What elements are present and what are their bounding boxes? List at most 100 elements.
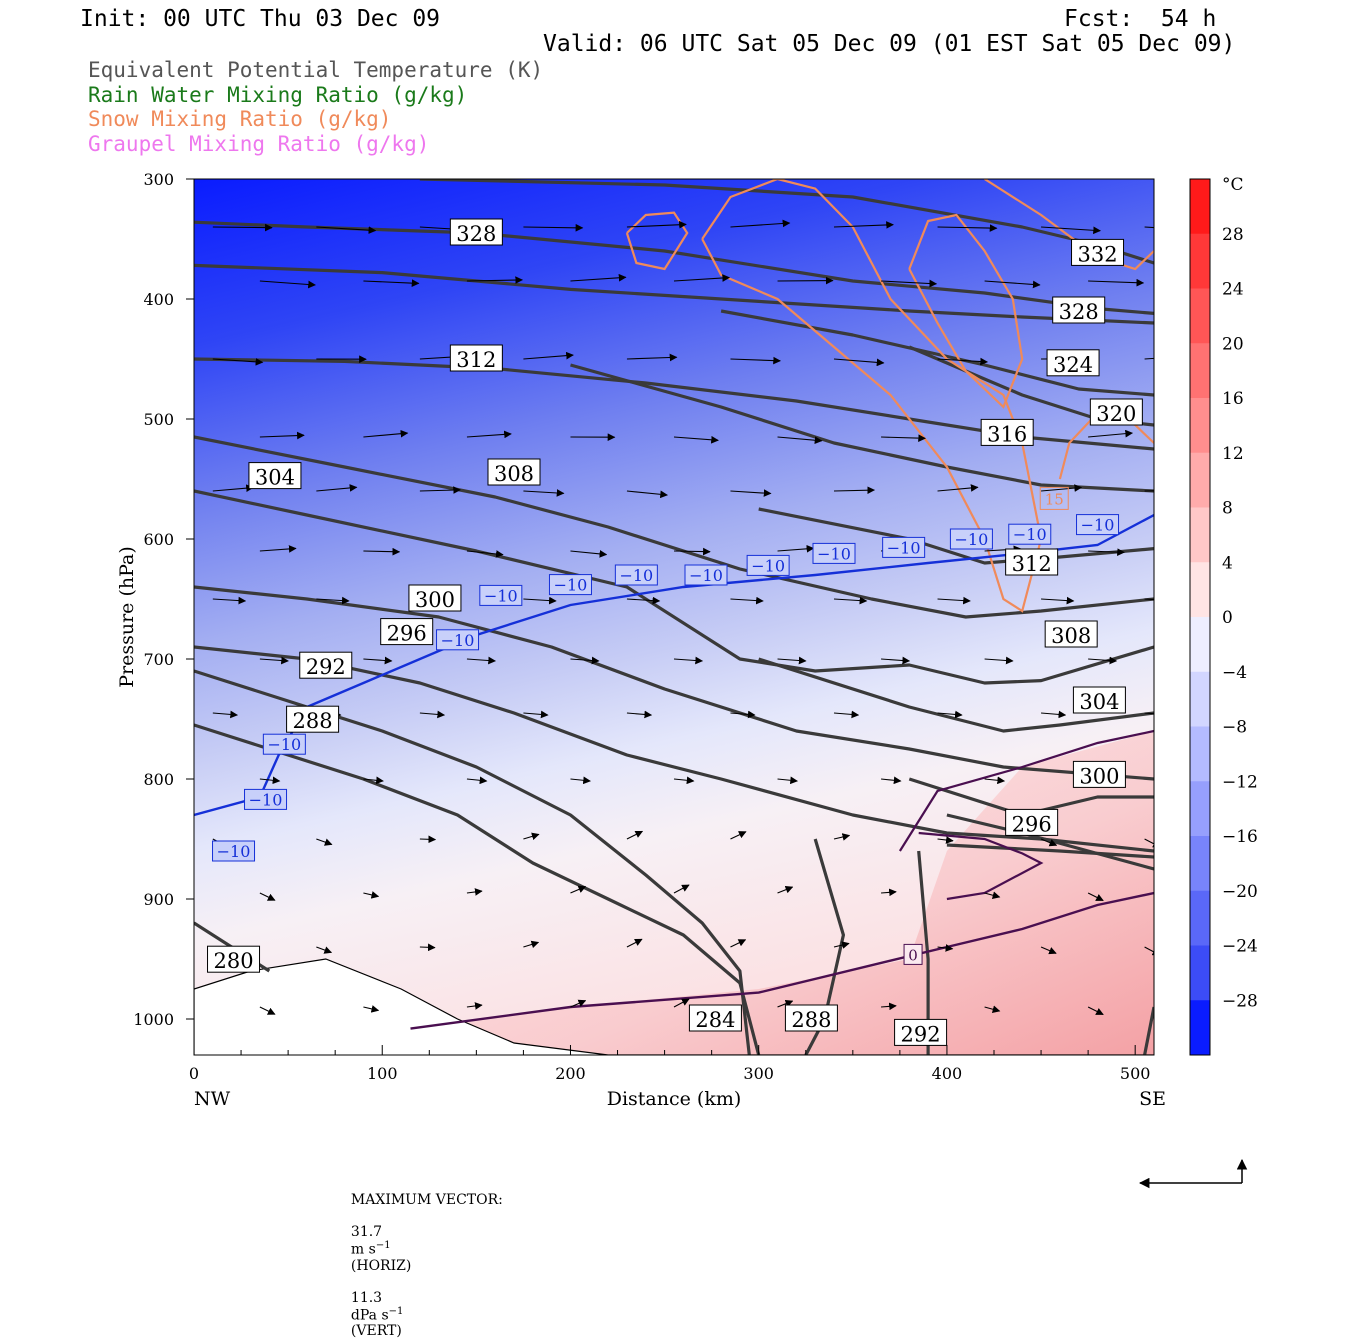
y-tick-label: 900 <box>143 890 174 909</box>
y-tick-label: 800 <box>143 770 174 789</box>
theta-e-label: 308 <box>488 459 540 486</box>
svg-text:320: 320 <box>1096 402 1136 426</box>
isotherm-zero-label: 0 <box>904 944 922 964</box>
theta-e-label: 296 <box>381 619 433 646</box>
theta-e-label: 292 <box>300 652 352 679</box>
colorbar-swatch <box>1190 398 1210 453</box>
isotherm-minus10-label: −10 <box>685 565 727 585</box>
theta-e-label: 312 <box>450 345 502 372</box>
wind-vector <box>420 947 435 948</box>
cross-section-chart: 328 332 328 312 324 320 316 308 312 304 308 300 304 2… <box>0 0 1350 1200</box>
svg-text:300: 300 <box>1079 764 1119 788</box>
svg-text:328: 328 <box>1059 300 1099 324</box>
colorbar-swatch <box>1190 508 1210 563</box>
colorbar-swatch <box>1190 179 1210 234</box>
colorbar-swatch <box>1190 562 1210 617</box>
theta-e-label: 300 <box>1073 761 1125 788</box>
theta-e-label: 324 <box>1047 350 1099 377</box>
colorbar-label: −12 <box>1222 772 1258 792</box>
isotherm-minus10-label: −10 <box>245 789 287 809</box>
svg-text:308: 308 <box>494 462 534 486</box>
colorbar-label: 12 <box>1222 444 1244 464</box>
colorbar-swatch <box>1190 453 1210 508</box>
y-axis-label: Pressure (hPa) <box>116 546 138 688</box>
isotherm-minus10-label: −10 <box>1009 524 1051 544</box>
svg-text:−10: −10 <box>619 566 653 585</box>
max-horiz-value: 31.7 <box>351 1224 382 1240</box>
svg-text:−10: −10 <box>751 556 785 575</box>
svg-text:316: 316 <box>987 422 1027 446</box>
y-tick-label: 400 <box>143 290 174 309</box>
colorbar-swatch <box>1190 343 1210 398</box>
x-tick-label: 200 <box>555 1064 586 1083</box>
x-tick-label: 100 <box>367 1064 398 1083</box>
theta-e-label: 332 <box>1072 239 1124 266</box>
colorbar-label: 20 <box>1222 334 1244 354</box>
max-horiz-exp: −1 <box>376 1240 391 1251</box>
svg-text:−10: −10 <box>484 586 518 605</box>
svg-text:−10: −10 <box>689 566 723 585</box>
svg-text:−10: −10 <box>554 576 588 595</box>
svg-text:296: 296 <box>387 622 427 646</box>
svg-text:304: 304 <box>255 466 295 490</box>
colorbar-label: 16 <box>1222 389 1244 409</box>
plot-area: 328 332 328 312 324 320 316 308 312 304 308 300 304 2… <box>194 179 1204 1073</box>
colorbar-swatch <box>1190 836 1210 891</box>
x-tick-label: 500 <box>1120 1064 1151 1083</box>
colorbar-swatch <box>1190 672 1210 727</box>
svg-text:328: 328 <box>456 222 496 246</box>
svg-text:304: 304 <box>1079 690 1119 714</box>
svg-text:292: 292 <box>901 1022 941 1046</box>
max-vector-prefix: MAXIMUM VECTOR: <box>351 1192 503 1208</box>
theta-e-label: 288 <box>785 1005 837 1032</box>
theta-e-label: 316 <box>981 419 1033 446</box>
colorbar-swatch <box>1190 289 1210 344</box>
max-vert-exp: −1 <box>389 1306 404 1317</box>
isotherm-minus10-label: −10 <box>437 630 479 650</box>
colorbar-label: 8 <box>1222 499 1233 519</box>
colorbar-label: 28 <box>1222 225 1244 245</box>
svg-text:−10: −10 <box>955 530 989 549</box>
theta-e-label: 304 <box>1073 687 1125 714</box>
colorbar-label: −20 <box>1222 882 1258 902</box>
colorbar-swatch <box>1190 1000 1210 1055</box>
y-tick-label: 600 <box>143 530 174 549</box>
svg-text:300: 300 <box>415 588 455 612</box>
svg-text:−10: −10 <box>441 631 475 650</box>
isotherm-minus10-label: −10 <box>480 585 522 605</box>
isotherm-minus10-label: −10 <box>747 555 789 575</box>
theta-e-label: 288 <box>287 706 339 733</box>
wind-vector <box>674 551 710 552</box>
x-tick-label: 400 <box>932 1064 963 1083</box>
x-end-right-label: SE <box>1139 1088 1166 1110</box>
theta-e-label: 284 <box>689 1005 741 1032</box>
theta-e-label: 300 <box>409 585 461 612</box>
reference-vector-icon <box>1140 1160 1242 1183</box>
y-tick-label: 300 <box>143 170 174 189</box>
max-vert-value: 11.3 <box>351 1290 382 1306</box>
colorbar-label: −8 <box>1222 718 1247 738</box>
colorbar-label: 24 <box>1222 280 1244 300</box>
svg-text:15: 15 <box>1045 490 1064 508</box>
svg-text:296: 296 <box>1012 812 1052 836</box>
svg-text:0: 0 <box>908 946 918 964</box>
colorbar-label: −4 <box>1222 663 1247 683</box>
svg-text:−10: −10 <box>887 538 921 557</box>
svg-text:284: 284 <box>695 1008 735 1032</box>
svg-text:−10: −10 <box>1013 525 1047 544</box>
max-vert-unit: dPa s <box>351 1307 389 1323</box>
y-tick-label: 500 <box>143 410 174 429</box>
colorbar-label: 0 <box>1222 608 1233 628</box>
isotherm-minus10-label: −10 <box>883 537 925 557</box>
svg-text:292: 292 <box>306 655 346 679</box>
isotherm-minus10-label: −10 <box>1077 515 1119 535</box>
colorbar-label: −24 <box>1222 937 1258 957</box>
colorbar-label: 4 <box>1222 553 1233 573</box>
svg-text:280: 280 <box>213 949 253 973</box>
theta-e-label: 308 <box>1045 621 1097 648</box>
svg-text:−10: −10 <box>249 790 283 809</box>
theta-e-label: 312 <box>1006 549 1058 576</box>
isotherm-minus10-label: −10 <box>549 575 591 595</box>
isotherm-minus10-label: −10 <box>813 543 855 563</box>
